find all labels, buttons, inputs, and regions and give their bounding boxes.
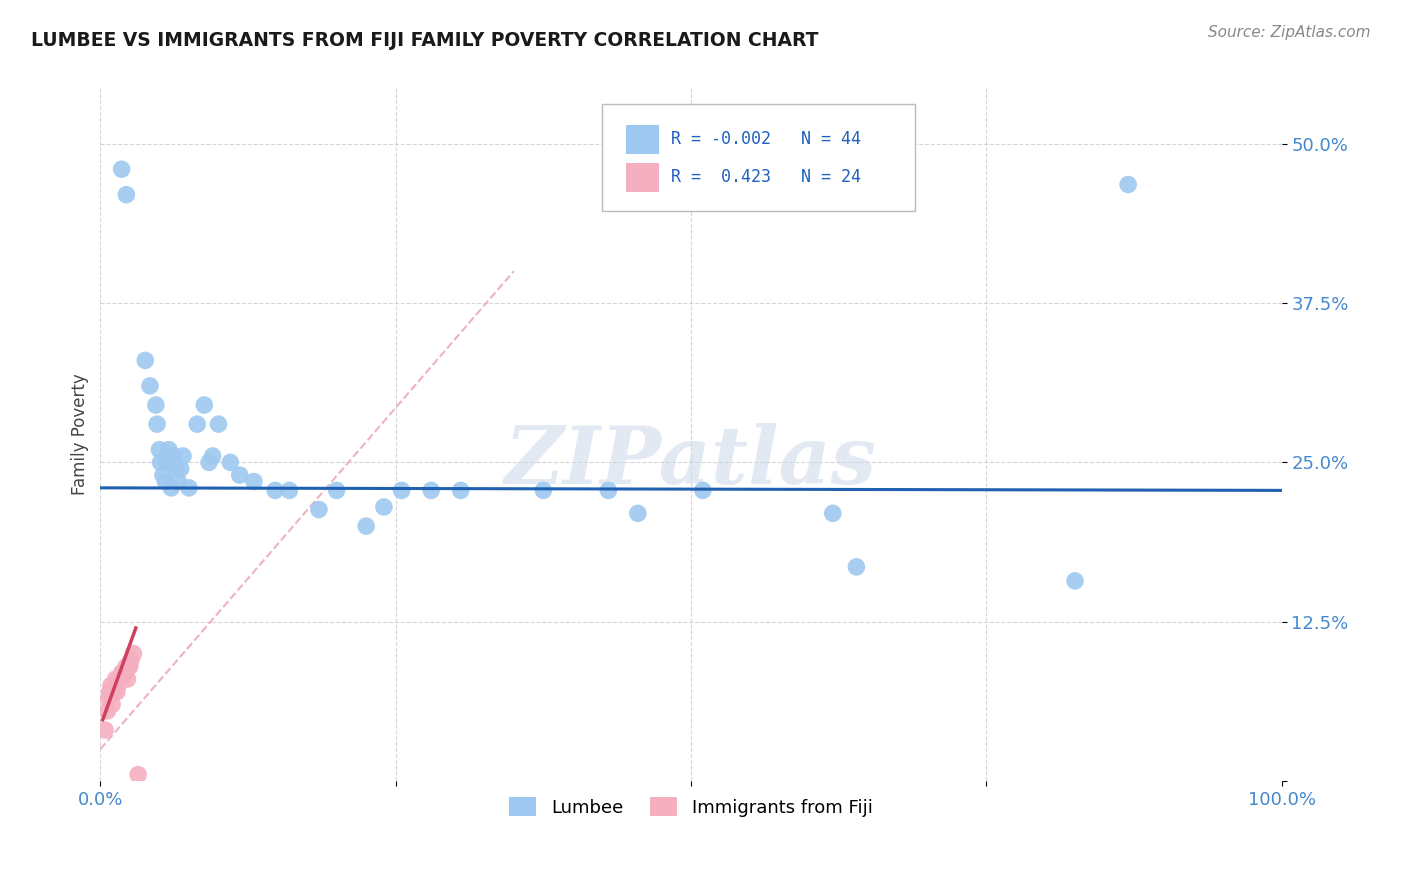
- Point: [127, 767, 149, 781]
- Point: [94, 723, 117, 737]
- Point: [118, 659, 141, 673]
- FancyBboxPatch shape: [626, 125, 659, 154]
- Point: [627, 506, 650, 520]
- Point: [325, 483, 347, 498]
- Point: [152, 468, 174, 483]
- Point: [531, 483, 554, 498]
- Point: [155, 475, 177, 489]
- Text: LUMBEE VS IMMIGRANTS FROM FIJI FAMILY POVERTY CORRELATION CHART: LUMBEE VS IMMIGRANTS FROM FIJI FAMILY PO…: [31, 31, 818, 50]
- Point: [391, 483, 413, 498]
- Point: [692, 483, 714, 498]
- Point: [120, 653, 142, 667]
- Point: [103, 685, 125, 699]
- Legend: Lumbee, Immigrants from Fiji: Lumbee, Immigrants from Fiji: [502, 790, 880, 824]
- Point: [201, 449, 224, 463]
- Point: [170, 461, 193, 475]
- Point: [108, 672, 131, 686]
- Text: ZIPatlas: ZIPatlas: [505, 423, 877, 500]
- FancyBboxPatch shape: [602, 103, 915, 211]
- Point: [207, 417, 229, 431]
- Point: [104, 672, 127, 686]
- Point: [97, 691, 120, 706]
- Point: [821, 506, 844, 520]
- Point: [167, 475, 190, 489]
- Point: [110, 162, 132, 177]
- Point: [1064, 574, 1087, 588]
- Point: [139, 379, 162, 393]
- Point: [450, 483, 472, 498]
- Point: [172, 449, 194, 463]
- Point: [110, 672, 132, 686]
- Point: [845, 560, 868, 574]
- Point: [114, 665, 136, 680]
- Text: R = -0.002   N = 44: R = -0.002 N = 44: [671, 130, 860, 148]
- Point: [149, 455, 172, 469]
- Point: [157, 442, 180, 457]
- Point: [186, 417, 208, 431]
- Point: [117, 672, 139, 686]
- Point: [165, 461, 187, 475]
- Point: [148, 442, 170, 457]
- Point: [118, 659, 141, 673]
- Point: [160, 481, 183, 495]
- Point: [162, 449, 184, 463]
- Point: [229, 468, 252, 483]
- Point: [155, 455, 177, 469]
- Point: [105, 685, 128, 699]
- Point: [115, 187, 138, 202]
- Point: [243, 475, 266, 489]
- Point: [219, 455, 242, 469]
- Point: [112, 665, 135, 680]
- Point: [373, 500, 395, 514]
- Point: [264, 483, 287, 498]
- Point: [122, 647, 145, 661]
- Text: R =  0.423   N = 24: R = 0.423 N = 24: [671, 168, 860, 186]
- Point: [598, 483, 620, 498]
- FancyBboxPatch shape: [626, 162, 659, 192]
- Point: [145, 398, 167, 412]
- Text: Source: ZipAtlas.com: Source: ZipAtlas.com: [1208, 25, 1371, 40]
- Point: [101, 698, 124, 712]
- Point: [96, 704, 118, 718]
- Point: [177, 481, 200, 495]
- Point: [1116, 178, 1139, 192]
- Point: [111, 665, 134, 680]
- Point: [110, 665, 132, 680]
- Point: [354, 519, 377, 533]
- Point: [100, 678, 122, 692]
- Point: [308, 502, 330, 516]
- Point: [103, 678, 125, 692]
- Point: [107, 678, 129, 692]
- Point: [146, 417, 169, 431]
- Point: [98, 685, 121, 699]
- Point: [278, 483, 301, 498]
- Point: [420, 483, 443, 498]
- Y-axis label: Family Poverty: Family Poverty: [72, 373, 89, 494]
- Point: [115, 659, 138, 673]
- Point: [134, 353, 156, 368]
- Point: [193, 398, 215, 412]
- Point: [198, 455, 221, 469]
